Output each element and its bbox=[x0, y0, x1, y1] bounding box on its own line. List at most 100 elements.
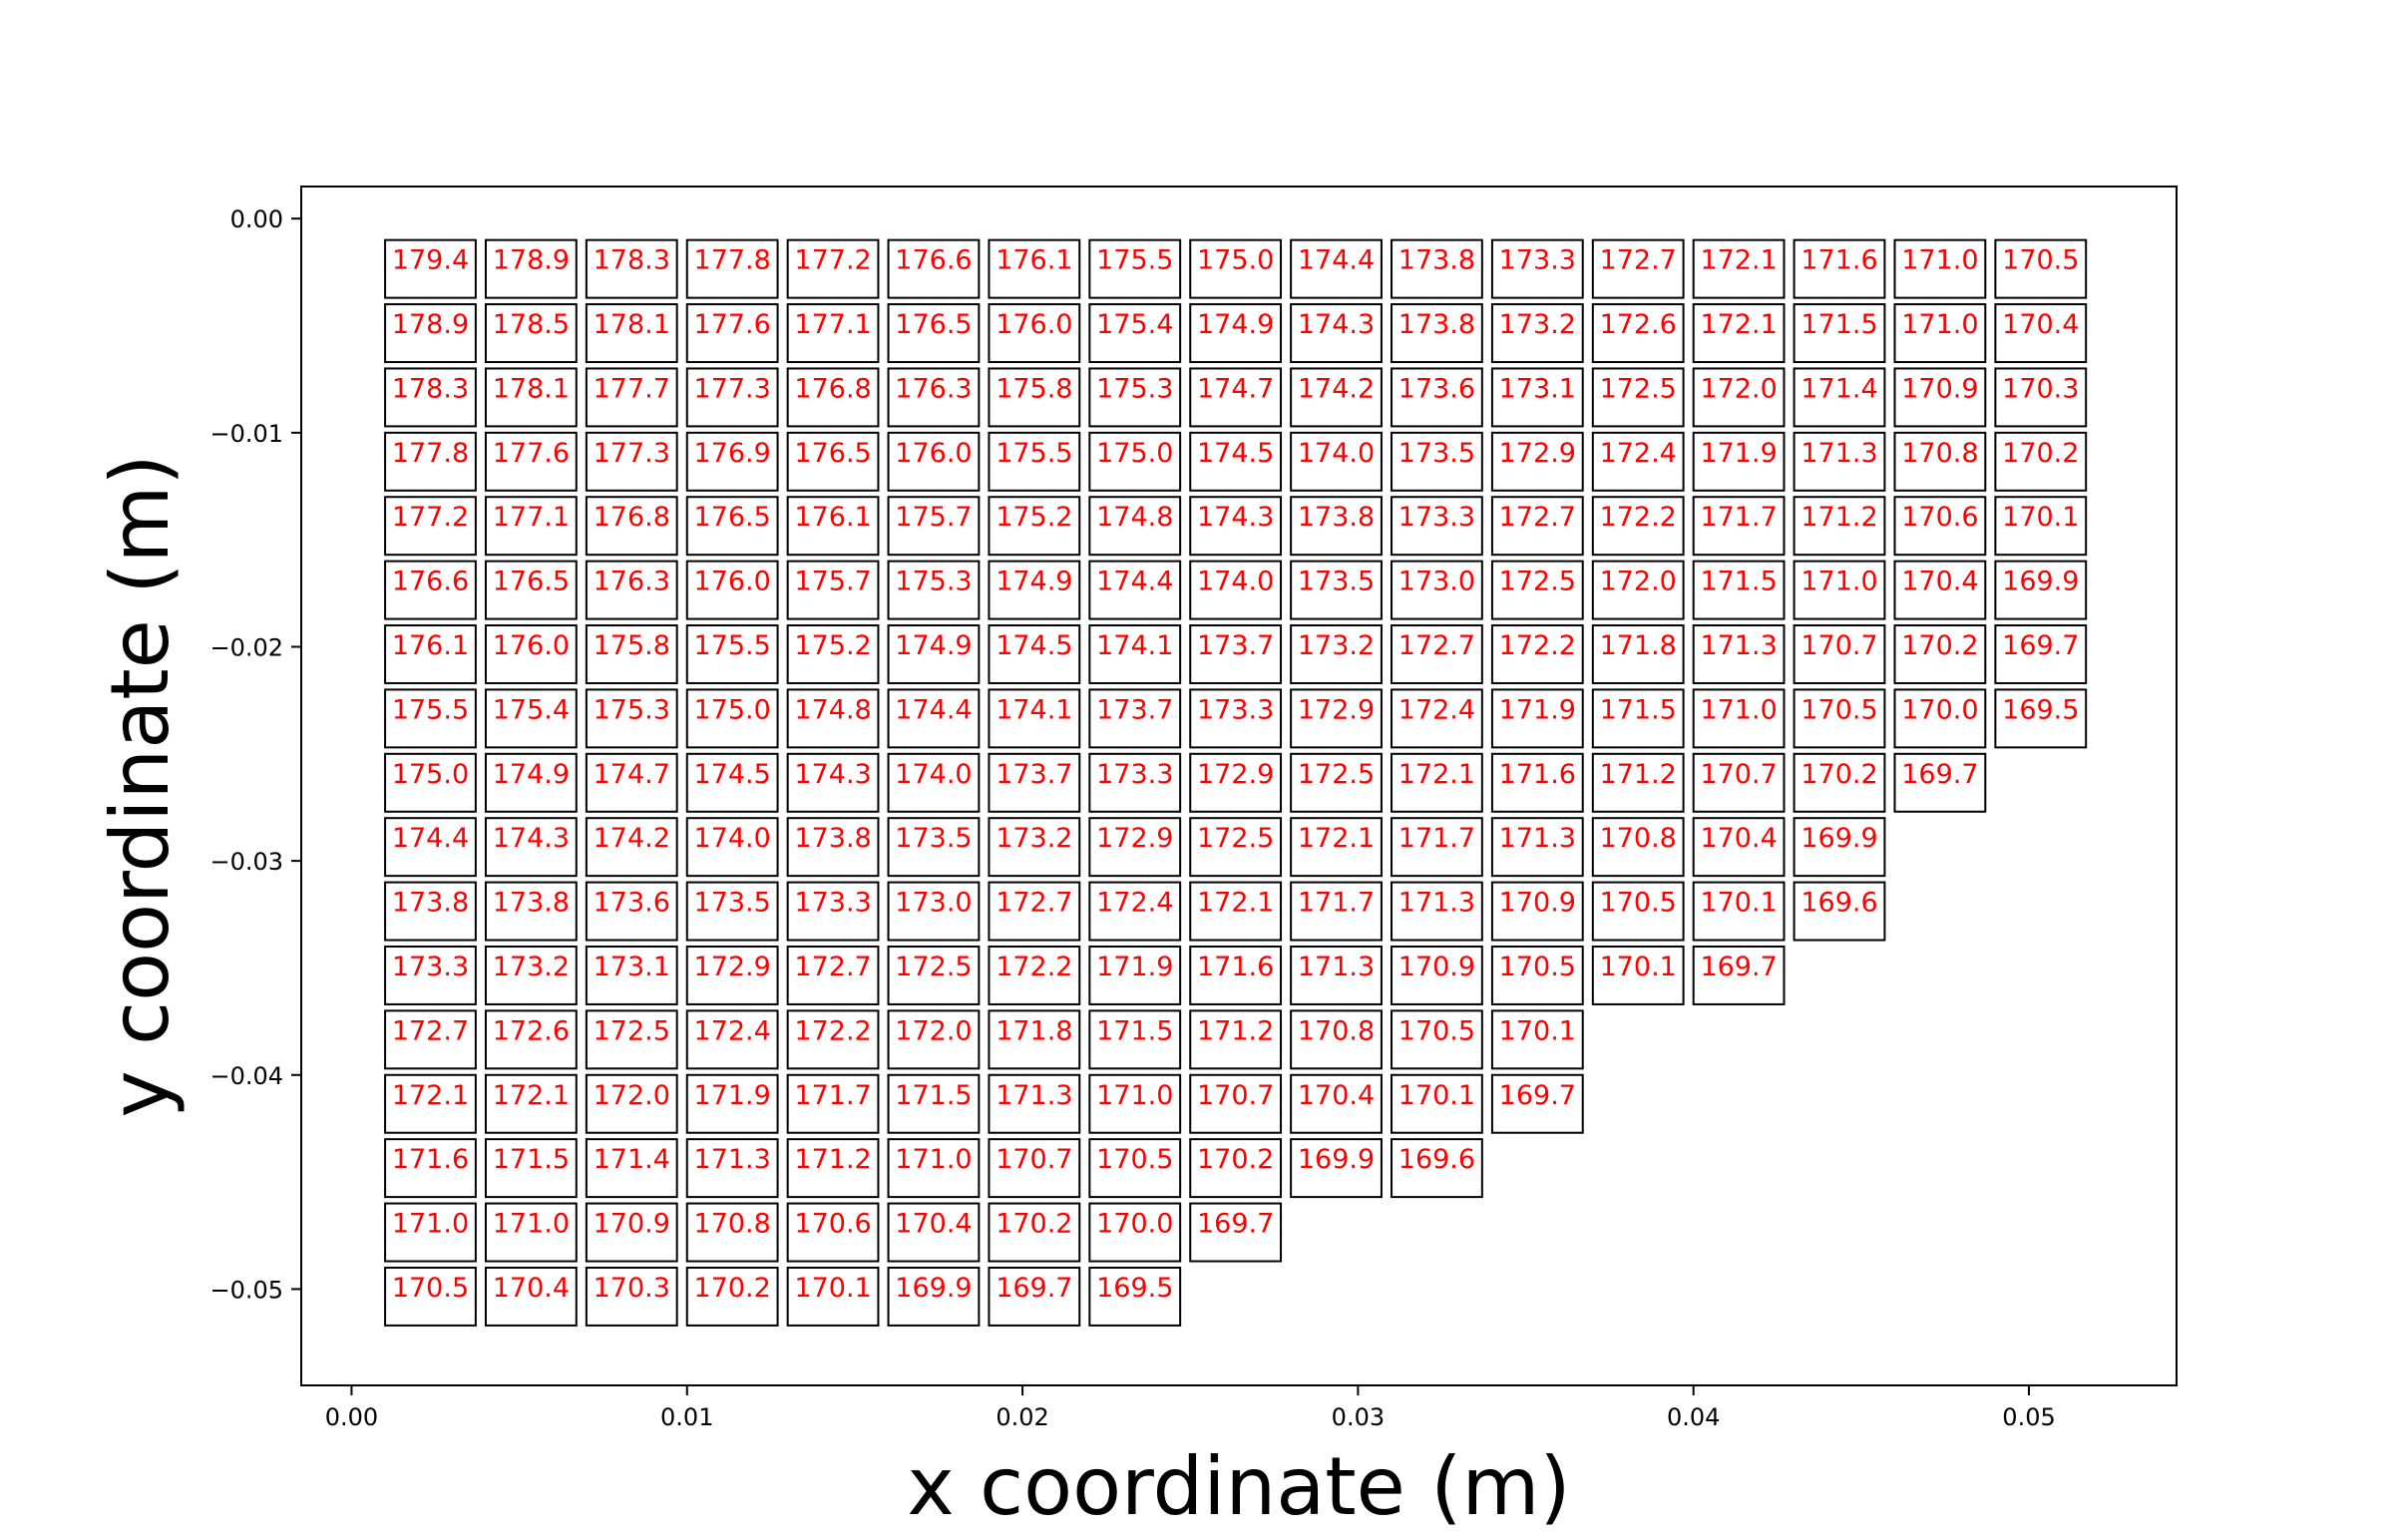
cell-box bbox=[1692, 303, 1786, 364]
cell-value-label: 170.4 bbox=[895, 1209, 972, 1240]
cell-value-label: 171.7 bbox=[1398, 823, 1475, 854]
cell-box bbox=[887, 752, 981, 813]
cell-box bbox=[1290, 881, 1383, 942]
cell-box bbox=[1391, 624, 1483, 684]
cell-box bbox=[887, 238, 981, 299]
cell-value-label: 171.3 bbox=[1398, 888, 1475, 919]
cell-box bbox=[585, 624, 678, 684]
cells-layer: 179.4 178.9 178.3 177.8 177.2 176.6 176.1 175.5… bbox=[384, 238, 2088, 1327]
cell-box bbox=[1994, 367, 2088, 428]
cell-value-label: 172.7 bbox=[392, 1015, 469, 1046]
cell-box bbox=[1088, 1009, 1182, 1070]
cell-box bbox=[1692, 817, 1786, 878]
cell-value-label: 175.5 bbox=[694, 630, 771, 661]
cell-value-label: 175.2 bbox=[794, 630, 871, 661]
cell-box bbox=[1893, 367, 1987, 428]
y-tick-label: 0.00 bbox=[230, 205, 283, 233]
cell-value-label: 176.5 bbox=[895, 309, 972, 340]
cell-value-label: 169.6 bbox=[1398, 1144, 1475, 1175]
cell-box bbox=[685, 367, 779, 428]
cell-value-label: 172.2 bbox=[996, 952, 1072, 982]
cell-box bbox=[1391, 496, 1483, 557]
cell-box bbox=[585, 1009, 678, 1070]
cell-box bbox=[1189, 1073, 1283, 1134]
cell-box bbox=[1793, 367, 1886, 428]
cell-box bbox=[484, 1202, 578, 1263]
cell-box bbox=[1290, 238, 1383, 299]
cell-value-label: 174.5 bbox=[694, 759, 771, 790]
cell-box bbox=[786, 1138, 880, 1199]
cell-value-label: 172.7 bbox=[996, 888, 1072, 919]
cell-value-label: 173.7 bbox=[1096, 694, 1173, 725]
cell-box bbox=[484, 945, 578, 1005]
cell-box bbox=[1088, 881, 1182, 942]
cell-value-label: 176.5 bbox=[794, 438, 871, 469]
cell-value-label: 171.5 bbox=[1096, 1015, 1173, 1046]
cell-box bbox=[887, 945, 981, 1005]
cell-box bbox=[1088, 560, 1182, 620]
cell-box bbox=[887, 1073, 981, 1134]
cell-value-label: 170.4 bbox=[1700, 823, 1777, 854]
cell-box bbox=[384, 1202, 477, 1263]
cell-value-label: 175.0 bbox=[1096, 438, 1173, 469]
cell-box bbox=[1290, 496, 1383, 557]
cell-value-label: 174.8 bbox=[794, 694, 871, 725]
cell-value-label: 170.2 bbox=[1197, 1144, 1274, 1175]
cell-box bbox=[685, 881, 779, 942]
cell-value-label: 170.7 bbox=[1197, 1080, 1274, 1111]
cell-value-label: 173.3 bbox=[392, 952, 469, 982]
cell-value-label: 170.6 bbox=[1901, 502, 1978, 533]
x-tick-label: 0.02 bbox=[996, 1403, 1048, 1431]
cell-box bbox=[1490, 817, 1584, 878]
cell-box bbox=[988, 1202, 1081, 1263]
cell-box bbox=[887, 560, 981, 620]
cell-box bbox=[1591, 367, 1685, 428]
cell-box bbox=[1692, 881, 1786, 942]
cell-value-label: 173.8 bbox=[1298, 502, 1375, 533]
cell-box bbox=[1290, 1009, 1383, 1070]
cell-box bbox=[1591, 431, 1685, 492]
cell-box bbox=[1391, 1009, 1483, 1070]
cell-value-label: 170.2 bbox=[996, 1209, 1072, 1240]
cell-value-label: 177.1 bbox=[493, 502, 570, 533]
cell-value-label: 173.8 bbox=[392, 888, 469, 919]
cell-box bbox=[1490, 560, 1584, 620]
cell-box bbox=[1692, 560, 1786, 620]
cell-box bbox=[1490, 945, 1584, 1005]
cell-box bbox=[1290, 1138, 1383, 1199]
cell-value-label: 171.0 bbox=[1800, 567, 1877, 597]
cell-box bbox=[1994, 624, 2088, 684]
cell-value-label: 173.3 bbox=[1197, 694, 1274, 725]
cell-box bbox=[1692, 238, 1786, 299]
cell-value-label: 173.7 bbox=[1197, 630, 1274, 661]
cell-value-label: 174.8 bbox=[1096, 502, 1173, 533]
cell-value-label: 170.1 bbox=[1499, 1015, 1576, 1046]
cell-value-label: 174.4 bbox=[1298, 245, 1375, 276]
cell-box bbox=[1290, 688, 1383, 749]
cell-box bbox=[1893, 238, 1987, 299]
cell-box bbox=[1793, 881, 1886, 942]
cell-value-label: 175.3 bbox=[594, 694, 670, 725]
cell-value-label: 174.0 bbox=[895, 759, 972, 790]
cell-value-label: 171.9 bbox=[1096, 952, 1173, 982]
cell-value-label: 176.1 bbox=[996, 245, 1072, 276]
cell-value-label: 172.2 bbox=[1600, 502, 1677, 533]
cell-box bbox=[685, 1202, 779, 1263]
cell-box bbox=[484, 752, 578, 813]
cell-value-label: 169.7 bbox=[2002, 630, 2079, 661]
cell-value-label: 172.9 bbox=[694, 952, 771, 982]
cell-value-label: 174.0 bbox=[1298, 438, 1375, 469]
cell-value-label: 169.9 bbox=[2002, 567, 2079, 597]
plot-frame bbox=[300, 186, 2178, 1386]
cell-box bbox=[685, 238, 779, 299]
cell-value-label: 170.4 bbox=[2002, 309, 2079, 340]
cell-value-label: 173.2 bbox=[1298, 630, 1375, 661]
cell-value-label: 172.0 bbox=[1700, 373, 1777, 404]
y-tick-label: −0.01 bbox=[209, 420, 283, 448]
cell-value-label: 174.5 bbox=[1197, 438, 1274, 469]
cell-value-label: 172.5 bbox=[895, 952, 972, 982]
cell-box bbox=[1490, 367, 1584, 428]
cell-box bbox=[1994, 431, 2088, 492]
cell-value-label: 175.2 bbox=[996, 502, 1072, 533]
cell-value-label: 178.1 bbox=[493, 373, 570, 404]
